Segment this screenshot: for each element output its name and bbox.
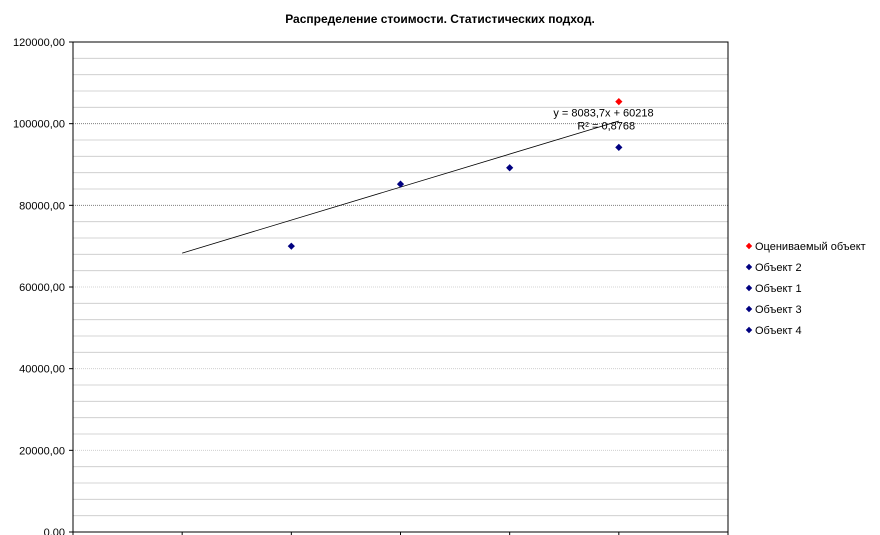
legend-marker	[745, 263, 753, 271]
y-tick-label: 40000,00	[19, 364, 65, 376]
y-tick-label: 60000,00	[19, 282, 65, 294]
trendline-r-squared: R² = 0,8768	[577, 120, 635, 132]
y-tick-label: 80000,00	[19, 200, 65, 212]
data-point	[615, 143, 623, 151]
plot-area	[72, 41, 729, 533]
y-axis-ticks: 0,00 20000,00 40000,00 60000,00 80000,00 1000…	[13, 37, 73, 535]
legend-item-label: Объект 2	[755, 262, 802, 274]
data-point	[506, 164, 514, 172]
chart-title: Распределение стоимости. Статистических …	[285, 12, 595, 26]
legend-marker	[745, 284, 753, 292]
grid-lines	[73, 57, 728, 517]
legend-marker	[745, 326, 753, 334]
legend-marker	[745, 305, 753, 313]
y-tick-label: 20000,00	[19, 445, 65, 457]
data-point	[287, 242, 295, 250]
data-points	[287, 98, 623, 250]
data-point	[615, 98, 623, 106]
legend-item-label: Объект 4	[755, 325, 802, 337]
legend-item-label: Объект 1	[755, 283, 802, 295]
legend-marker	[745, 242, 753, 250]
legend-item-label: Оцениваемый объект	[755, 241, 866, 253]
x-axis-ticks	[72, 532, 729, 535]
legend: Оцениваемый объект Объект 2 Объект 1 Объект…	[745, 241, 866, 337]
y-tick-label: 120000,00	[13, 37, 65, 49]
y-tick-label: 100000,00	[13, 119, 65, 131]
data-point	[396, 180, 405, 188]
trendline-equation: y = 8083,7x + 60218	[553, 108, 653, 120]
legend-item-label: Объект 3	[755, 304, 802, 316]
y-tick-label: 0,00	[44, 527, 65, 535]
